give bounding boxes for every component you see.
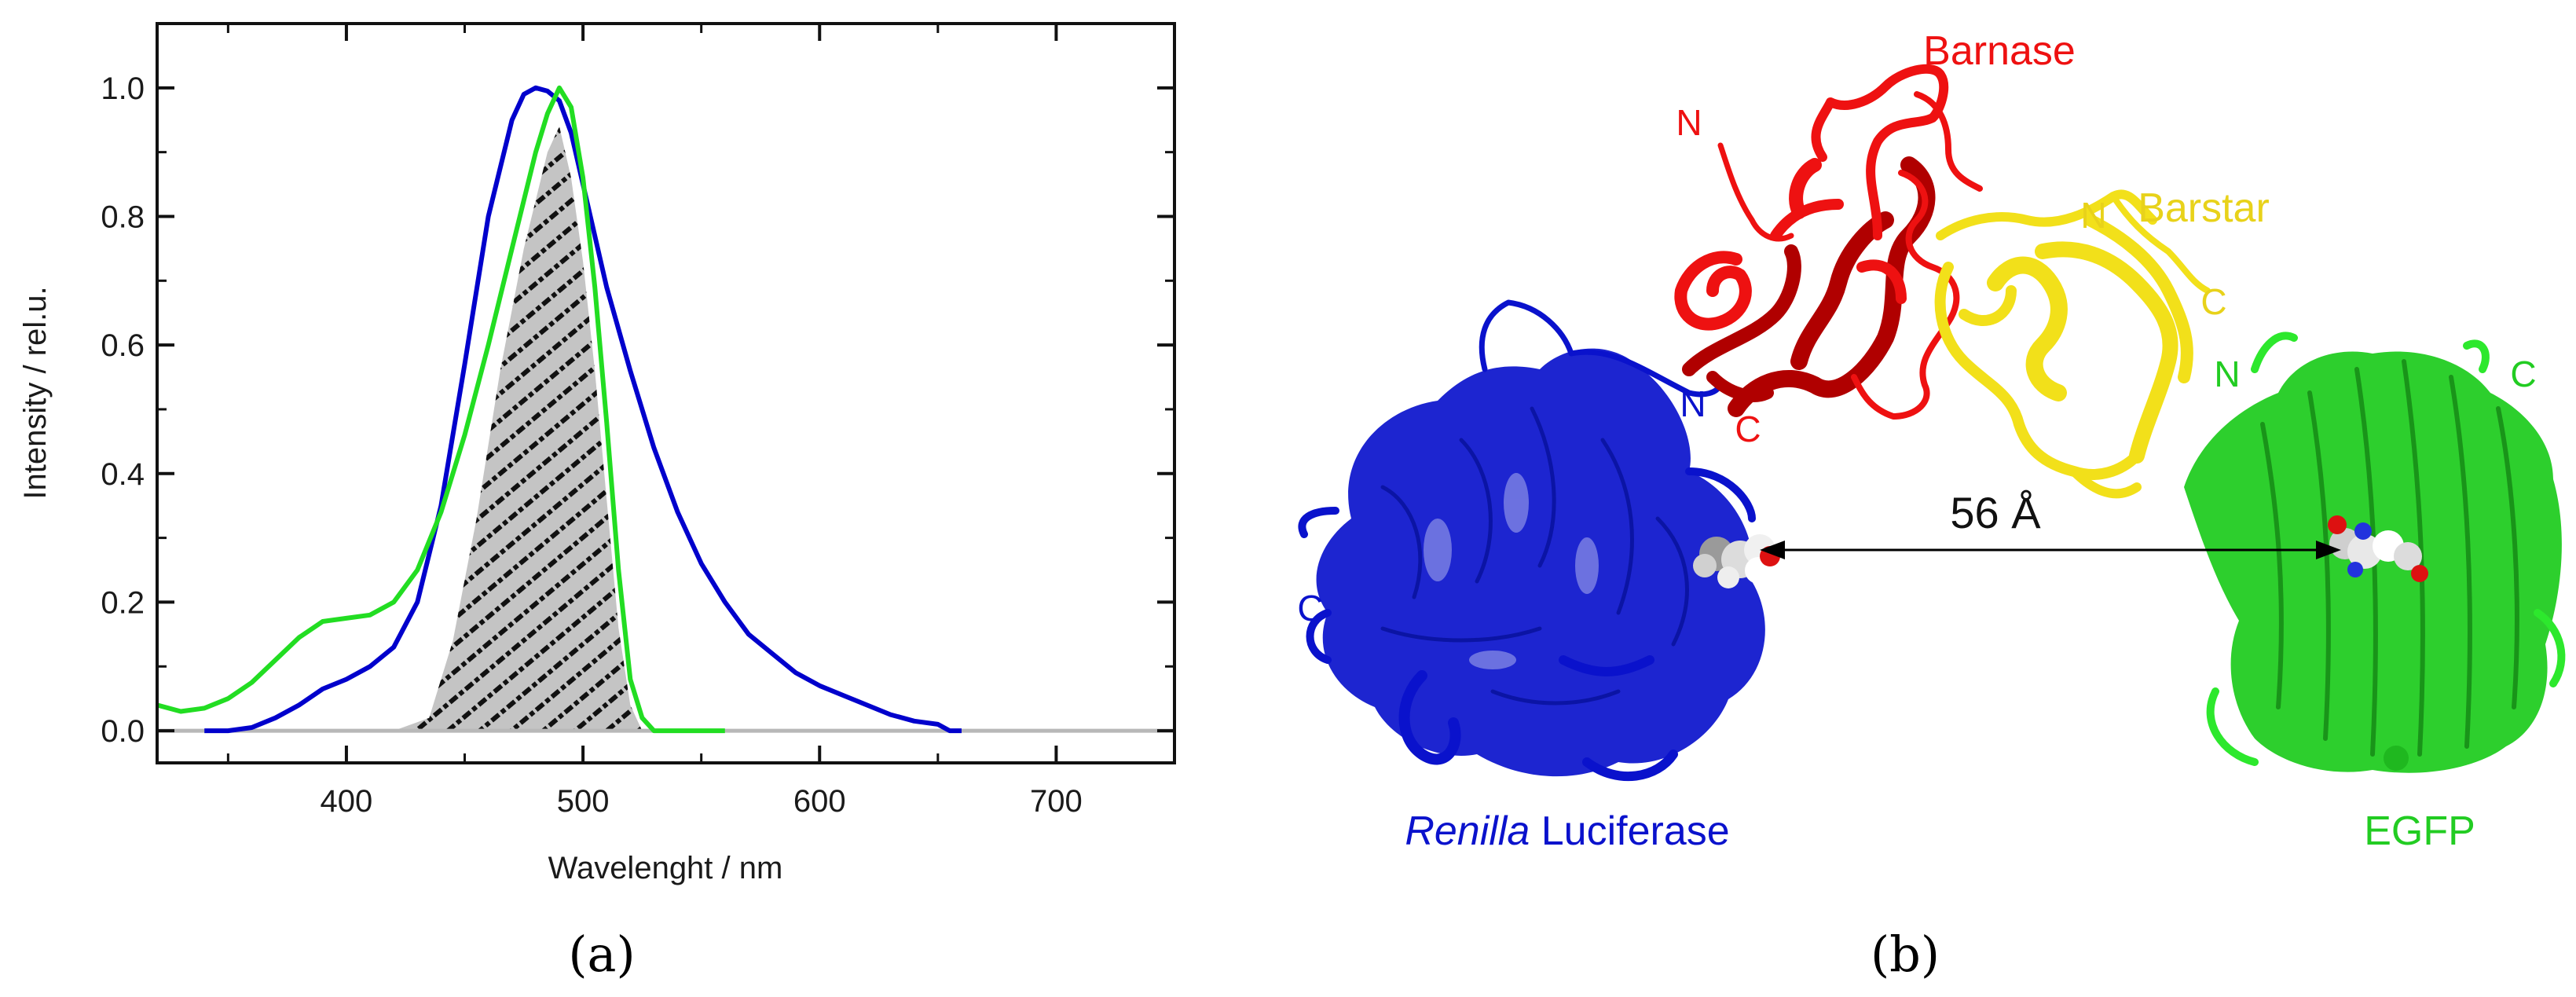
barnase-structure [1674,64,1983,420]
distance-arrow [1760,541,2341,559]
x-axis: 400 500 600 700 [226,24,1176,819]
x-tick-label: 500 [557,784,610,819]
egfp-label: EGFP [2364,808,2475,854]
luciferase-n-terminus: N [1680,383,1706,424]
y-tick-label: 0.6 [101,328,145,363]
chart-panel-a: 400 500 600 700 0.0 0.2 0.4 0.6 0.8 1.0 Waveleng… [18,22,1176,983]
barstar-n-terminus: N [2080,195,2106,236]
x-axis-label: Wavelenght / nm [548,851,783,885]
y-axis-label: Intensity / rel.u. [18,286,53,499]
distance-label: 56 Å [1950,488,2041,537]
y-tick-label: 0.2 [101,585,145,620]
luciferase-structure [1298,299,1765,782]
panel-b-caption: (b) [1871,926,1940,983]
barnase-label: Barnase [1923,28,2076,74]
egfp-chromophore-spheres [2328,515,2428,582]
luciferase-c-terminus: C [1297,588,1323,629]
y-tick-label: 0.8 [101,200,145,234]
luciferase-label: Renilla Luciferase [1405,808,1729,854]
overlap-area-layer [394,126,643,731]
panel-a-caption: (a) [568,926,635,983]
egfp-n-terminus: N [2214,354,2240,394]
y-tick-label: 0.4 [101,457,145,492]
y-tick-label: 0.0 [101,714,145,749]
barnase-c-terminus: C [1735,409,1761,449]
y-tick-label: 1.0 [101,71,145,106]
series-line-2 [157,85,725,734]
plot-frame [156,22,1176,764]
egfp-c-terminus: C [2510,354,2536,394]
barstar-c-terminus: C [2200,281,2226,322]
x-tick-label: 400 [321,784,373,819]
luciferase-label-italic: Renilla [1405,808,1530,854]
y-axis: 0.0 0.2 0.4 0.6 0.8 1.0 [101,22,1174,749]
luciferase-label-rest: Luciferase [1530,808,1729,854]
x-tick-label: 700 [1030,784,1083,819]
barstar-structure [1934,189,2211,499]
series-line-1 [204,85,962,734]
x-tick-label: 600 [793,784,846,819]
protein-panel-b: 56 Å Barnase Barstar Renilla Luciferase … [1297,28,2566,983]
series-layer [157,85,962,734]
overlap-hatched-area [394,126,643,731]
barnase-n-terminus: N [1676,102,1702,143]
barstar-label: Barstar [2138,185,2270,231]
